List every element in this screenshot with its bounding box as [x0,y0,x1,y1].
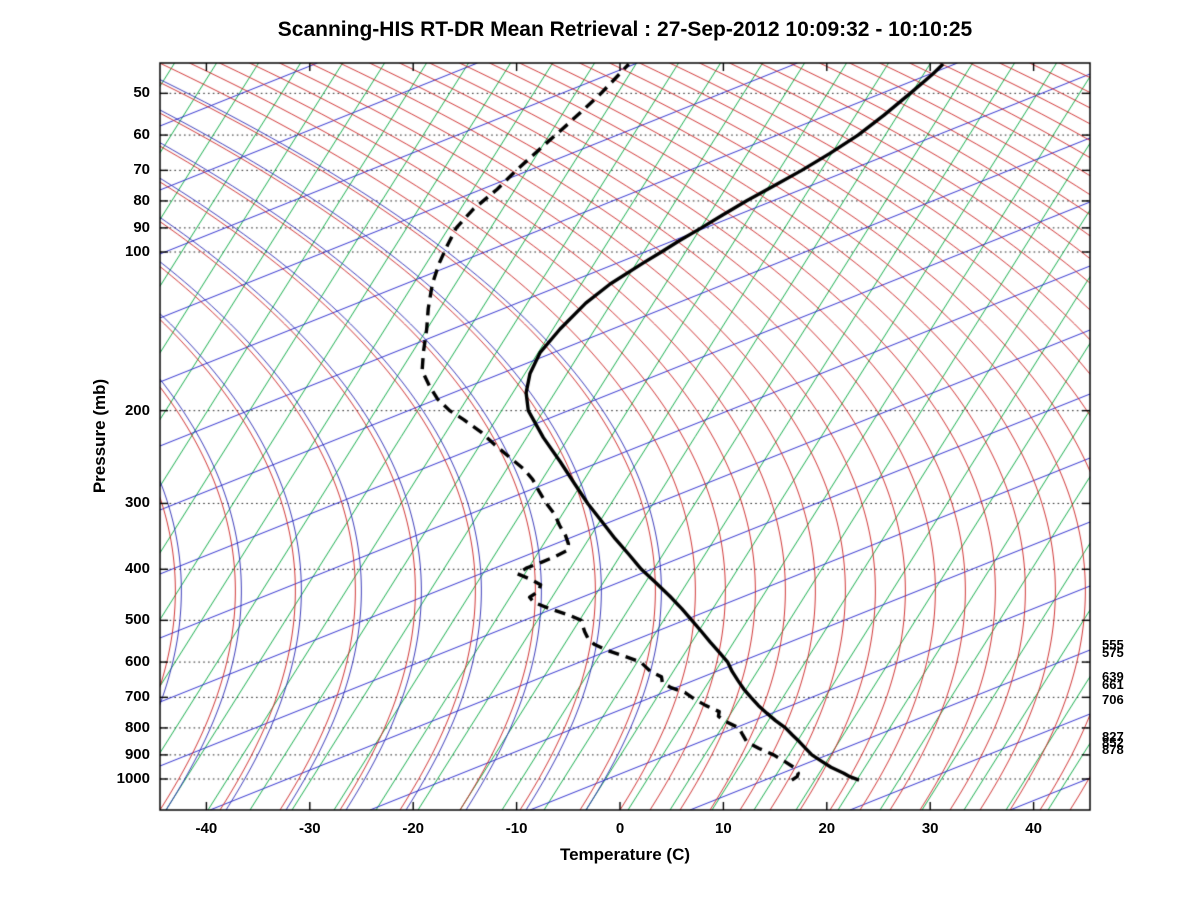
right-pressure-label: 661 [1102,677,1124,693]
x-tick-label: 10 [715,820,732,837]
x-tick-label: -10 [505,820,528,837]
y-tick-label: 700 [124,688,150,706]
chart-title: Scanning-HIS RT-DR Mean Retrieval : 27-S… [277,18,973,41]
x-tick-label: -40 [195,820,218,837]
y-tick-label: 80 [133,191,150,209]
y-tick-label: 100 [124,243,150,260]
y-tick-label: 500 [124,611,150,629]
y-axis-label: Pressure (mb) [90,378,109,494]
y-tick-label: 600 [124,653,150,671]
x-tick-label: -30 [298,820,321,837]
right-pressure-label: 639 [1102,669,1124,685]
y-tick-label: 90 [133,218,150,236]
right-pressure-label: 878 [1102,742,1124,758]
y-tick-label: 800 [124,718,150,736]
y-tick-label: 70 [133,161,150,179]
right-pressure-label: 852 [1102,735,1124,751]
right-pressure-label: 706 [1102,692,1124,708]
y-tick-label: 400 [124,560,150,578]
x-tick-label: -20 [402,820,425,837]
x-tick-label: 30 [921,820,939,837]
y-tick-label: 900 [124,745,150,763]
x-axis-label: Temperature (C) [559,845,691,864]
y-tick-label: 60 [133,126,150,144]
x-tick-label: 40 [1025,820,1042,837]
y-tick-label: 1000 [116,770,150,787]
right-pressure-label: 555 [1102,637,1124,653]
y-tick-label: 50 [133,84,150,102]
right-pressure-label: 575 [1102,645,1124,661]
y-tick-label: 200 [124,401,150,419]
y-tick-label: 300 [124,494,150,512]
x-tick-label: 20 [818,820,836,837]
x-tick-label: 0 [615,820,625,837]
right-pressure-label: 827 [1102,728,1124,744]
